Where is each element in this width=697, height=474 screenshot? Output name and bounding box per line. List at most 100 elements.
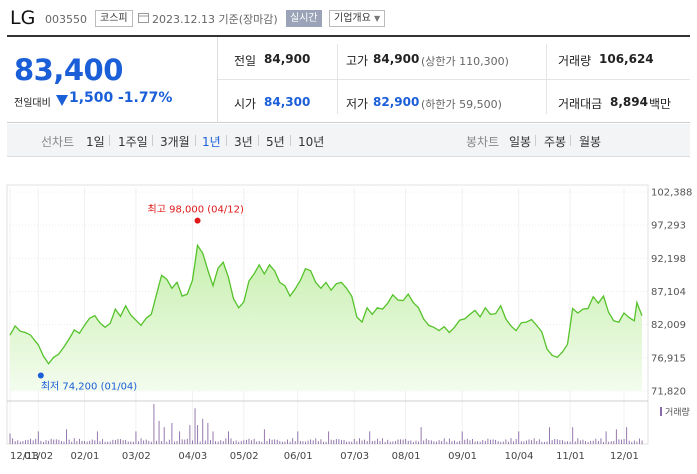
volume-bar (448, 438, 450, 444)
volume-bar (590, 440, 592, 444)
volume-bar (451, 441, 453, 444)
period-1w-button[interactable]: 1주일 (118, 135, 148, 149)
volume-legend-mark (660, 407, 662, 416)
period-toolbar (7, 124, 690, 157)
y-tick-label: 87,104 (651, 287, 686, 298)
volume-bar (574, 441, 576, 444)
volume-bar (207, 423, 209, 444)
volume-bar (528, 439, 530, 444)
volume-bar (615, 429, 617, 444)
realtime-button[interactable]: 실시간 (286, 10, 322, 27)
volume-bar (89, 440, 91, 444)
volume-bar (302, 441, 304, 444)
volume-bar (209, 439, 211, 444)
volume-bar (68, 439, 70, 444)
volume-bar (441, 441, 443, 444)
volume-bar (508, 441, 509, 444)
stock-code: 003550 (45, 13, 87, 26)
y-tick-label: 71,820 (651, 387, 686, 398)
upper-limit: (상한가 110,300) (421, 55, 509, 68)
volume-bar (289, 441, 291, 444)
amount-value: 8,894 (610, 95, 648, 109)
volume-bar (597, 440, 599, 444)
candle-weekly-button[interactable]: 주봉 (544, 135, 567, 149)
period-5y-button[interactable]: 5년 (266, 135, 285, 149)
volume-bar (204, 440, 206, 444)
volume-bar (78, 438, 80, 444)
volume-bar (161, 441, 163, 444)
volume-bar (536, 441, 538, 444)
volume-bar (394, 440, 396, 444)
volume-bar (466, 438, 468, 444)
volume-bar (384, 441, 386, 444)
current-price: 83,400 (14, 53, 123, 87)
company-info-dropdown[interactable]: 기업개요 ▼ (329, 10, 386, 27)
volume-bar (456, 441, 458, 444)
volume-bar (482, 440, 484, 444)
volume-bar (379, 440, 381, 444)
high-annotation: 최고 98,000 (04/12) (148, 204, 244, 216)
volume-label: 거래량 (558, 54, 592, 68)
candle-monthly-button[interactable]: 월봉 (579, 135, 602, 149)
volume-bar (556, 439, 558, 444)
volume-bar (212, 431, 214, 444)
volume-bar (474, 441, 476, 444)
x-tick-label: 10/04 (505, 451, 534, 462)
separator (226, 135, 227, 146)
volume-bar (461, 431, 463, 444)
chevron-down-icon: ▼ (374, 14, 381, 23)
volume-bar (35, 438, 37, 444)
volume-bar (55, 439, 57, 444)
volume-bar (374, 440, 376, 444)
volume-bar (281, 441, 283, 444)
low-label: 저가 (346, 97, 369, 111)
volume-bar (235, 440, 237, 444)
period-1y-button[interactable]: 1년 (202, 135, 221, 149)
volume-bar (333, 440, 335, 444)
candle-daily-button[interactable]: 일봉 (509, 135, 532, 149)
separator (152, 135, 153, 146)
volume-bar (436, 441, 437, 444)
volume-bar (626, 427, 628, 444)
period-10y-button[interactable]: 10년 (298, 135, 325, 149)
x-tick-label: 04/03 (178, 451, 207, 462)
volume-bar (543, 441, 545, 444)
volume-bar (271, 439, 273, 444)
y-tick-label: 76,915 (651, 353, 686, 364)
period-3m-button[interactable]: 3개월 (160, 135, 190, 149)
volume-bar (567, 441, 568, 444)
base-date: 2023.12.13 기준(장마감) (152, 13, 278, 26)
x-tick-label: 06/01 (284, 451, 313, 462)
x-tick-label: 11/01 (556, 451, 585, 462)
high-value: 84,900 (373, 52, 420, 66)
volume-bar (366, 440, 368, 444)
plot-frame (6, 184, 649, 445)
line-chart-label: 선차트 (41, 135, 75, 149)
volume-bar (618, 439, 620, 444)
volume-bar (569, 441, 571, 444)
volume-bar (351, 441, 353, 444)
period-1d-button[interactable]: 1일 (86, 135, 105, 149)
volume-bar (102, 439, 103, 444)
stat-divider (218, 79, 690, 80)
volume-bar (256, 441, 258, 444)
volume-bar (633, 440, 635, 444)
volume-bar (364, 439, 366, 444)
volume-bar (292, 438, 294, 444)
volume-bar (297, 431, 299, 444)
volume-bar (603, 441, 604, 444)
prev-compare-label: 전일대비 (14, 98, 51, 109)
volume-bar (245, 439, 247, 444)
volume-bar (112, 439, 114, 444)
x-tick-label: 01/02 (24, 451, 53, 462)
volume-bar (138, 441, 139, 444)
volume-bar (86, 441, 88, 444)
volume-bar (179, 431, 181, 444)
x-tick-label: 05/02 (230, 451, 259, 462)
volume-bar (546, 441, 548, 444)
volume-bar (639, 438, 640, 444)
period-3y-button[interactable]: 3년 (234, 135, 253, 149)
volume-value: 106,624 (599, 52, 654, 66)
volume-bar (279, 441, 281, 444)
volume-bar (564, 441, 566, 444)
